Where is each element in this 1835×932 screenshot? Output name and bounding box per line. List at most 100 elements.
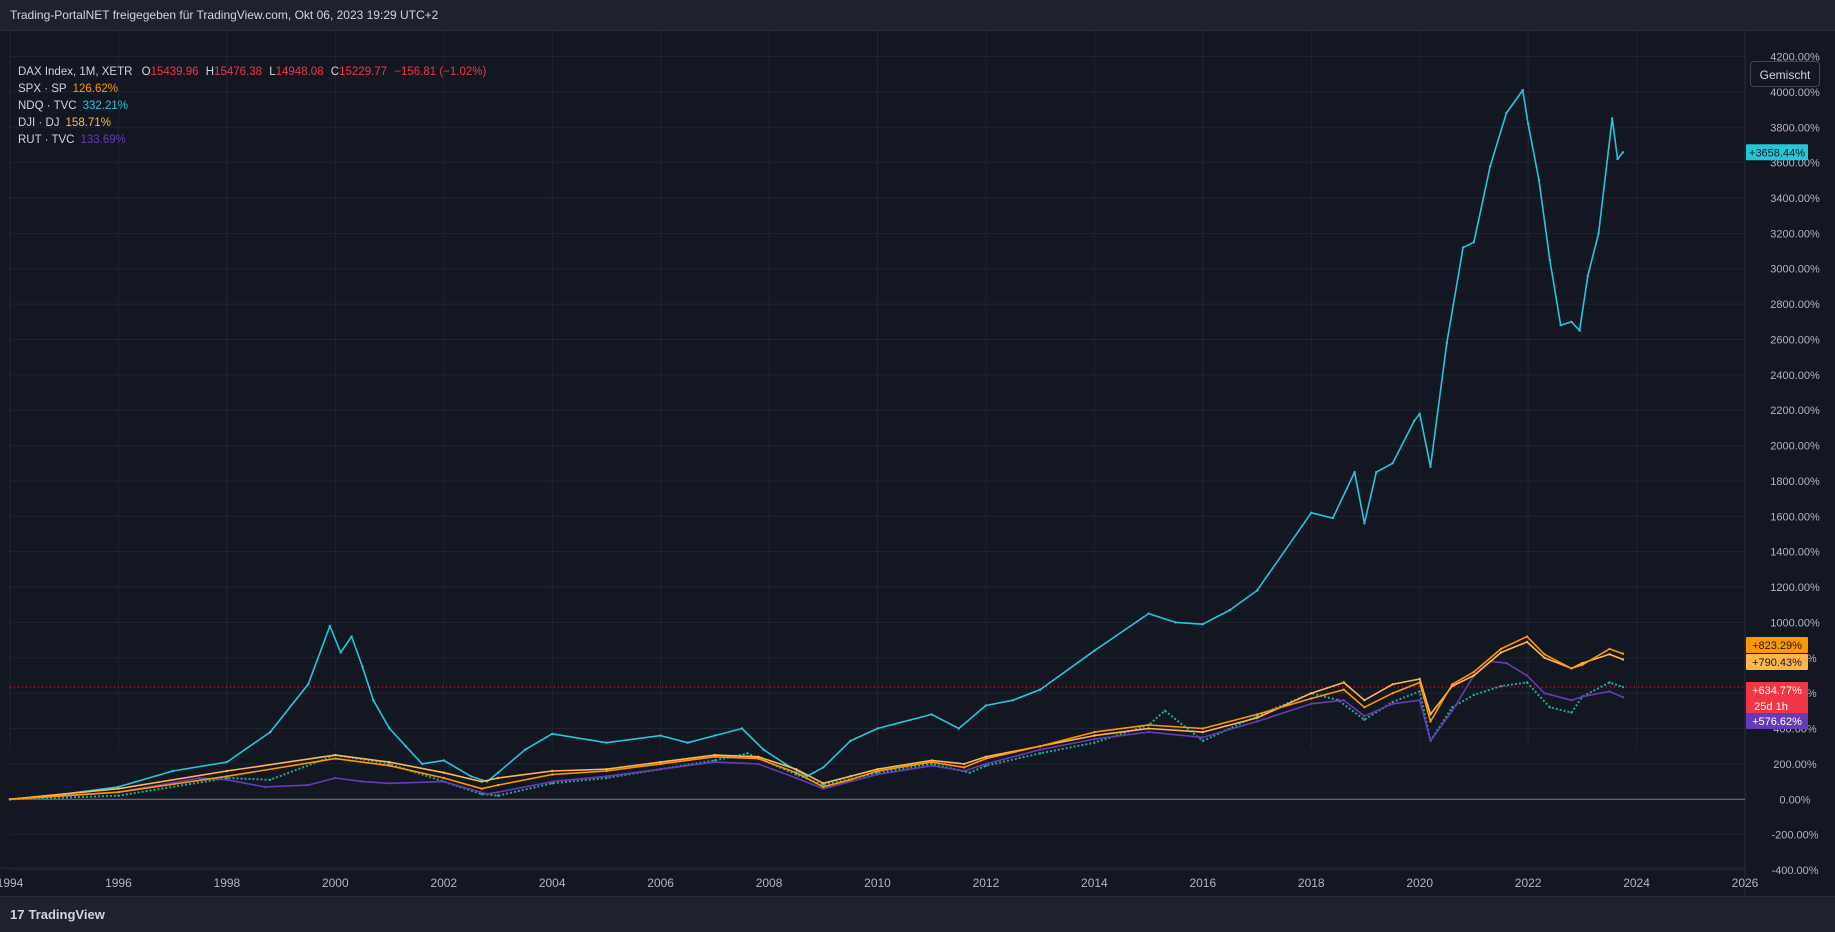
data-point: [713, 753, 716, 757]
data-point: [496, 791, 500, 794]
data-point: [1543, 692, 1546, 695]
legend-item-rut[interactable]: RUT · TVC 133.69%: [18, 132, 490, 149]
data-point: [876, 773, 879, 776]
data-point: [1570, 667, 1573, 670]
x-tick-label: 1998: [214, 876, 241, 890]
data-point: [1451, 709, 1454, 712]
data-point: [1147, 727, 1150, 730]
data-point: [930, 760, 933, 764]
tradingview-brand[interactable]: 17 TradingView: [10, 907, 105, 922]
data-point: [1621, 658, 1625, 661]
data-point: [480, 787, 483, 790]
data-point: [1472, 670, 1476, 674]
data-point: [1489, 165, 1492, 168]
data-point: [1163, 709, 1167, 712]
chart-canvas[interactable]: -400.00%-200.00%0.00%200.00%400.00%600.0…: [0, 30, 1835, 896]
data-point: [1310, 511, 1313, 514]
data-point: [1505, 661, 1508, 665]
data-point: [795, 768, 798, 771]
y-tick-label: 3600.00%: [1770, 158, 1820, 170]
data-point: [659, 768, 662, 771]
data-point: [957, 727, 960, 730]
data-point: [1472, 693, 1476, 697]
data-point: [551, 780, 554, 783]
x-tick-label: 2026: [1732, 876, 1759, 890]
data-point: [1093, 649, 1096, 652]
legend-item-dji[interactable]: DJI · DJ 158.71%: [18, 115, 490, 132]
data-point: [963, 769, 966, 773]
close-key: C: [330, 66, 340, 78]
data-point: [551, 773, 554, 776]
data-point: [876, 768, 879, 771]
data-point: [876, 769, 879, 773]
data-point: [1255, 720, 1259, 723]
legend-item-value: 126.62%: [72, 83, 118, 95]
data-point: [1525, 635, 1529, 638]
data-point: [1201, 623, 1205, 626]
legend-item-spx[interactable]: SPX · SP 126.62%: [18, 81, 490, 98]
data-point: [117, 785, 120, 789]
data-point: [1391, 702, 1394, 705]
data-point: [849, 775, 852, 778]
brand-label: TradingView: [28, 907, 105, 922]
data-point: [876, 727, 879, 730]
data-point: [713, 759, 716, 762]
data-point: [984, 704, 988, 707]
data-point: [1581, 695, 1584, 698]
data-point: [361, 665, 364, 668]
data-point: [1578, 329, 1581, 332]
chart-area[interactable]: -400.00%-200.00%0.00%200.00%400.00%600.0…: [0, 30, 1835, 896]
tradingview-logo-icon: 17: [10, 907, 25, 922]
series-line-dji-dj: [9, 641, 1624, 801]
data-point: [762, 748, 765, 751]
data-point: [1525, 640, 1529, 644]
data-point: [388, 764, 391, 767]
data-point: [1201, 730, 1205, 734]
change-value: −156.81 (−1.02%): [394, 66, 487, 78]
data-point: [1363, 718, 1366, 721]
data-point: [361, 780, 364, 783]
legend-main-row[interactable]: DAX Index, 1M, XETR O15439.96 H15476.38 …: [18, 64, 490, 81]
data-point: [420, 762, 424, 766]
data-point: [930, 713, 933, 716]
data-point: [1499, 684, 1503, 688]
data-point: [496, 783, 500, 787]
data-point: [1537, 179, 1541, 182]
data-point: [1429, 720, 1432, 723]
data-point: [746, 752, 749, 755]
data-point: [1310, 692, 1313, 695]
data-point: [1611, 117, 1614, 120]
legend-item-label: DJI · DJ: [18, 117, 60, 129]
data-point: [1418, 699, 1421, 702]
price-badge: [1746, 682, 1808, 714]
data-point: [849, 739, 852, 743]
data-point: [1451, 683, 1454, 686]
data-point: [1093, 741, 1096, 744]
data-point: [659, 762, 662, 766]
legend-item-value: 133.69%: [80, 134, 126, 146]
data-point: [1147, 730, 1150, 734]
data-point: [1621, 685, 1625, 689]
data-point: [442, 759, 445, 762]
scale-mode-button[interactable]: Gemischt: [1750, 61, 1820, 87]
legend-item-ndq[interactable]: NDQ · TVC 332.21%: [18, 98, 490, 115]
data-point: [757, 755, 760, 758]
data-point: [1597, 232, 1600, 235]
data-point: [1039, 748, 1042, 751]
data-point: [1505, 111, 1508, 115]
y-tick-label: 3200.00%: [1770, 228, 1820, 240]
data-point: [485, 792, 489, 796]
data-point: [1543, 656, 1546, 659]
data-point: [1429, 713, 1432, 716]
data-point: [1548, 258, 1552, 262]
data-point: [757, 762, 760, 766]
data-point: [551, 782, 554, 785]
y-tick-label: 1200.00%: [1770, 582, 1820, 594]
data-point: [1375, 470, 1378, 474]
data-point: [225, 776, 229, 780]
data-point: [876, 771, 879, 774]
data-point: [269, 778, 272, 781]
data-point: [1548, 706, 1552, 709]
data-point: [117, 794, 120, 797]
price-badge-label: +576.62%: [1752, 716, 1802, 728]
